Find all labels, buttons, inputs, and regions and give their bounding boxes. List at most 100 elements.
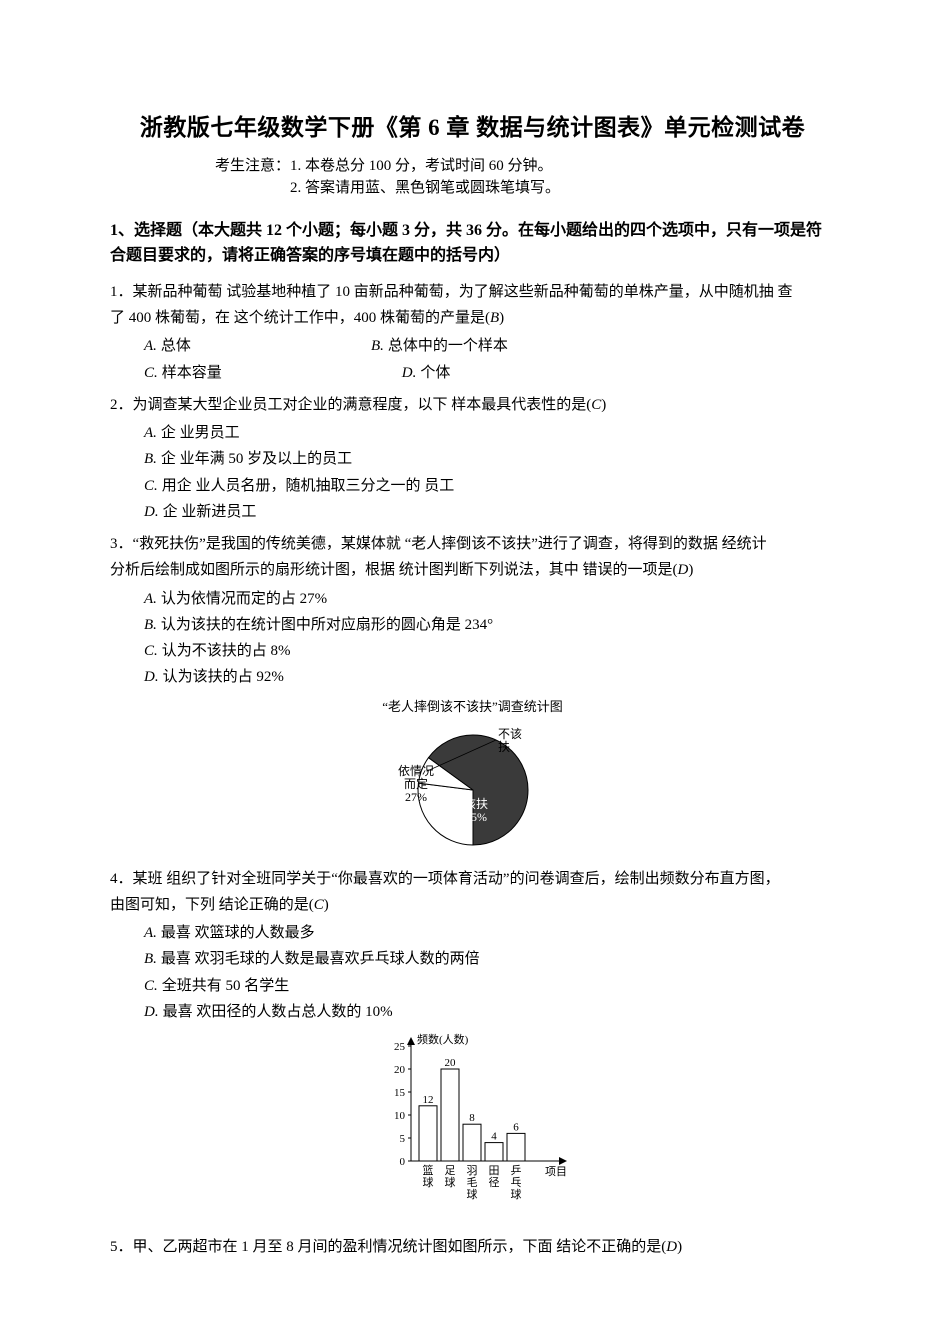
q3-opt-c: 认为不该扶的占 8% (162, 643, 291, 659)
svg-text:乓: 乓 (510, 1176, 521, 1189)
q2-answer: C (591, 397, 601, 413)
svg-text:田: 田 (488, 1165, 499, 1177)
opt-a-label: A. (144, 338, 157, 354)
opt-a-label: A. (144, 425, 157, 441)
q2-opt-d: 企 业新进员工 (163, 504, 257, 520)
q4-text-a: 4．某班 组织了针对全班同学关于“你最喜欢的一项体育活动”的问卷调查后，绘制出频… (110, 871, 780, 887)
q1-opt-d: 个体 (420, 365, 450, 381)
q5-text-a: 5．甲、乙两超市在 1 月至 8 月间的盈利情况统计图如图所示，下面 结论不正确… (110, 1239, 666, 1255)
q2-text-b: ) (601, 397, 606, 413)
opt-d-label: D. (144, 504, 159, 520)
section-1-heading: 1、选择题（本大题共 12 个小题；每小题 3 分，共 36 分。在每小题给出的… (110, 218, 835, 269)
svg-text:毛: 毛 (466, 1176, 477, 1189)
opt-c-label: C. (144, 978, 158, 994)
question-2: 2．为调查某大型企业员工对企业的满意程度，以下 样本最具代表性的是(C) (110, 392, 835, 418)
q4-text-b: 由图可知，下列 结论正确的是( (110, 897, 314, 913)
bar-chart: 频数(人数)项目051015202512篮球20足球8羽毛球4田径6乒乓球 (373, 1031, 573, 1228)
q2-opt-a: 企 业男员工 (161, 425, 240, 441)
q4-opt-a: 最喜 欢篮球的人数最多 (161, 925, 315, 941)
q3-text-b: 分析后绘制成如图所示的扇形统计图，根据 统计图判断下列说法，其中 错误的一项是( (110, 562, 678, 578)
opt-b-label: B. (144, 617, 157, 633)
svg-text:12: 12 (422, 1094, 433, 1106)
svg-text:球: 球 (422, 1175, 433, 1189)
q4-options: A.最喜 欢篮球的人数最多 B.最喜 欢羽毛球的人数是最喜欢乒乓球人数的两倍 C… (144, 920, 835, 1025)
q4-opt-b: 最喜 欢羽毛球的人数是最喜欢乒乓球人数的两倍 (161, 951, 480, 967)
svg-text:20: 20 (394, 1064, 406, 1076)
q2-text-a: 2．为调查某大型企业员工对企业的满意程度，以下 样本最具代表性的是( (110, 397, 591, 413)
svg-text:25: 25 (394, 1041, 406, 1053)
q4-answer: C (314, 897, 324, 913)
question-3: 3．“救死扶伤”是我国的传统美德，某媒体就 “老人摔倒该不该扶”进行了调查，将得… (110, 531, 835, 584)
q1-text-c: ) (499, 310, 504, 326)
opt-b-label: B. (144, 951, 157, 967)
svg-text:项目: 项目 (545, 1165, 567, 1178)
question-4: 4．某班 组织了针对全班同学关于“你最喜欢的一项体育活动”的问卷调查后，绘制出频… (110, 866, 835, 919)
svg-text:而定: 而定 (403, 776, 427, 791)
q4-text-c: ) (324, 897, 329, 913)
question-5: 5．甲、乙两超市在 1 月至 8 月间的盈利情况统计图如图所示，下面 结论不正确… (110, 1234, 835, 1260)
opt-c-label: C. (144, 643, 158, 659)
opt-d-label: D. (144, 1004, 159, 1020)
pie-chart: 依情况而定27%不该扶该扶65% (383, 720, 563, 860)
q4-opt-c: 全班共有 50 名学生 (162, 978, 290, 994)
q3-opt-d: 认为该扶的占 92% (163, 669, 284, 685)
q4-opt-d: 最喜 欢田径的人数占总人数的 10% (163, 1004, 393, 1020)
svg-text:频数(人数): 频数(人数) (417, 1032, 469, 1046)
q1-answer: B (490, 310, 499, 326)
svg-text:足: 足 (444, 1165, 455, 1177)
q1-text-b: 了 400 株葡萄，在 这个统计工作中，400 株葡萄的产量是( (110, 310, 490, 326)
page: 浙教版七年级数学下册《第 6 章 数据与统计图表》单元检测试卷 考生注意：1. … (0, 0, 945, 1337)
svg-text:扶: 扶 (498, 739, 510, 754)
opt-b-label: B. (144, 451, 157, 467)
q5-text-b: ) (677, 1239, 682, 1255)
svg-text:不该: 不该 (498, 727, 522, 741)
q5-answer: D (666, 1239, 677, 1255)
question-1: 1．某新品种葡萄 试验基地种植了 10 亩新品种葡萄，为了解这些新品种葡萄的单株… (110, 279, 835, 332)
opt-b-label: B. (371, 338, 384, 354)
svg-text:球: 球 (444, 1175, 455, 1189)
opt-c-label: C. (144, 365, 158, 381)
opt-c-label: C. (144, 478, 158, 494)
svg-text:10: 10 (394, 1110, 406, 1122)
svg-text:65%: 65% (465, 810, 487, 824)
svg-text:4: 4 (491, 1131, 497, 1143)
svg-text:该扶: 该扶 (463, 796, 487, 811)
bar-chart-figure: 频数(人数)项目051015202512篮球20足球8羽毛球4田径6乒乓球 (110, 1031, 835, 1228)
q3-answer: D (678, 562, 689, 578)
notice-line-1: 考生注意：1. 本卷总分 100 分，考试时间 60 分钟。 (110, 155, 835, 178)
pie-chart-figure: “老人摔倒该不该扶”调查统计图 依情况而定27%不该扶该扶65% (110, 697, 835, 860)
notice-line-2: 2. 答案请用蓝、黑色钢笔或圆珠笔填写。 (110, 177, 835, 200)
q2-opt-c: 用企 业人员名册，随机抽取三分之一的 员工 (162, 478, 455, 494)
q1-opt-b: 总体中的一个样本 (388, 338, 508, 354)
q3-opt-a: 认为依情况而定的占 27% (161, 591, 327, 607)
q1-options: A.总体 B.总体中的一个样本 C.样本容量 D.个体 (144, 333, 835, 386)
q2-opt-b: 企 业年满 50 岁及以上的员工 (161, 451, 352, 467)
svg-text:径: 径 (488, 1176, 499, 1189)
svg-text:27%: 27% (405, 790, 427, 804)
q3-text-a: 3．“救死扶伤”是我国的传统美德，某媒体就 “老人摔倒该不该扶”进行了调查，将得… (110, 536, 767, 552)
svg-text:0: 0 (399, 1156, 405, 1168)
svg-text:6: 6 (513, 1121, 519, 1133)
opt-a-label: A. (144, 925, 157, 941)
q3-opt-b: 认为该扶的在统计图中所对应扇形的圆心角是 234° (161, 617, 493, 633)
svg-text:乒: 乒 (510, 1164, 521, 1177)
q3-options: A.认为依情况而定的占 27% B.认为该扶的在统计图中所对应扇形的圆心角是 2… (144, 586, 835, 691)
q1-opt-c: 样本容量 (162, 365, 222, 381)
svg-text:篮: 篮 (422, 1163, 433, 1177)
opt-d-label: D. (402, 365, 417, 381)
svg-text:15: 15 (394, 1087, 406, 1099)
pie-caption: “老人摔倒该不该扶”调查统计图 (110, 697, 835, 718)
q1-text-a: 1．某新品种葡萄 试验基地种植了 10 亩新品种葡萄，为了解这些新品种葡萄的单株… (110, 284, 793, 300)
q3-text-c: ) (688, 562, 693, 578)
q1-opt-a: 总体 (161, 338, 191, 354)
svg-text:20: 20 (444, 1057, 456, 1069)
svg-text:8: 8 (469, 1112, 475, 1124)
exam-notice: 考生注意：1. 本卷总分 100 分，考试时间 60 分钟。 2. 答案请用蓝、… (110, 155, 835, 200)
svg-text:5: 5 (399, 1133, 405, 1145)
svg-text:球: 球 (510, 1187, 521, 1201)
opt-a-label: A. (144, 591, 157, 607)
svg-text:羽: 羽 (466, 1165, 477, 1177)
page-title: 浙教版七年级数学下册《第 6 章 数据与统计图表》单元检测试卷 (110, 110, 835, 147)
svg-text:球: 球 (466, 1187, 477, 1201)
opt-d-label: D. (144, 669, 159, 685)
